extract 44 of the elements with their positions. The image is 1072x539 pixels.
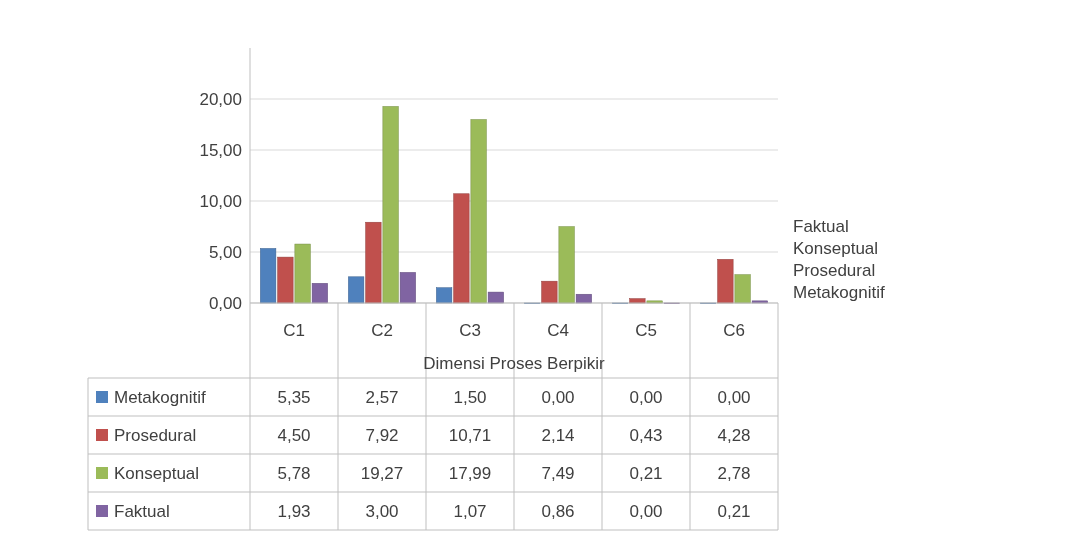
- data-label: 17,99: [448, 463, 492, 483]
- data-label: 0,21: [629, 463, 663, 483]
- y-tick-label: 10,00: [199, 191, 242, 211]
- data-label: 0,00: [629, 501, 663, 521]
- legend-label: Prosedural: [114, 425, 197, 445]
- data-label: 0,43: [629, 425, 663, 445]
- data-label: 0,86: [541, 501, 575, 521]
- data-label: 10,71: [448, 425, 492, 445]
- data-label: 2,14: [541, 425, 575, 445]
- x-tick-label: C5: [635, 320, 657, 340]
- text: Konseptual: [793, 239, 879, 258]
- legend-label: Metakognitif: [114, 387, 206, 407]
- data-label: 7,92: [365, 425, 399, 445]
- data-label: 19,27: [360, 463, 404, 483]
- data-label: 0,00: [717, 387, 751, 407]
- x-tick-label: C3: [459, 320, 481, 340]
- data-label: 0,00: [629, 387, 663, 407]
- data-label: 1,07: [453, 501, 487, 521]
- text: Metakognitif: [793, 283, 885, 302]
- y-tick-label: 20,00: [199, 89, 242, 109]
- data-label: 5,78: [277, 463, 311, 483]
- data-label: 0,21: [717, 501, 751, 521]
- x-axis-title: Dimensi Proses Berpikir: [423, 353, 606, 373]
- data-label: 5,35: [277, 387, 311, 407]
- y-tick-label: 0,00: [208, 293, 242, 313]
- y-tick-label: 5,00: [208, 242, 242, 262]
- x-tick-label: C4: [547, 320, 569, 340]
- data-label: 1,93: [277, 501, 311, 521]
- y-tick-label: 15,00: [199, 140, 242, 160]
- data-label: 3,00: [365, 501, 399, 521]
- x-tick-label: C2: [371, 320, 393, 340]
- x-tick-label: C1: [283, 320, 305, 340]
- legend-label: Konseptual: [114, 463, 200, 483]
- x-tick-label: C6: [723, 320, 745, 340]
- data-label: 7,49: [541, 463, 575, 483]
- data-label: 2,78: [717, 463, 751, 483]
- text: Faktual: [793, 217, 849, 236]
- data-label: 0,00: [541, 387, 575, 407]
- text: Prosedural: [793, 261, 876, 280]
- data-label: 1,50: [453, 387, 487, 407]
- data-label: 4,50: [277, 425, 311, 445]
- legend-label: Faktual: [114, 501, 170, 521]
- data-label: 4,28: [717, 425, 751, 445]
- data-label: 2,57: [365, 387, 399, 407]
